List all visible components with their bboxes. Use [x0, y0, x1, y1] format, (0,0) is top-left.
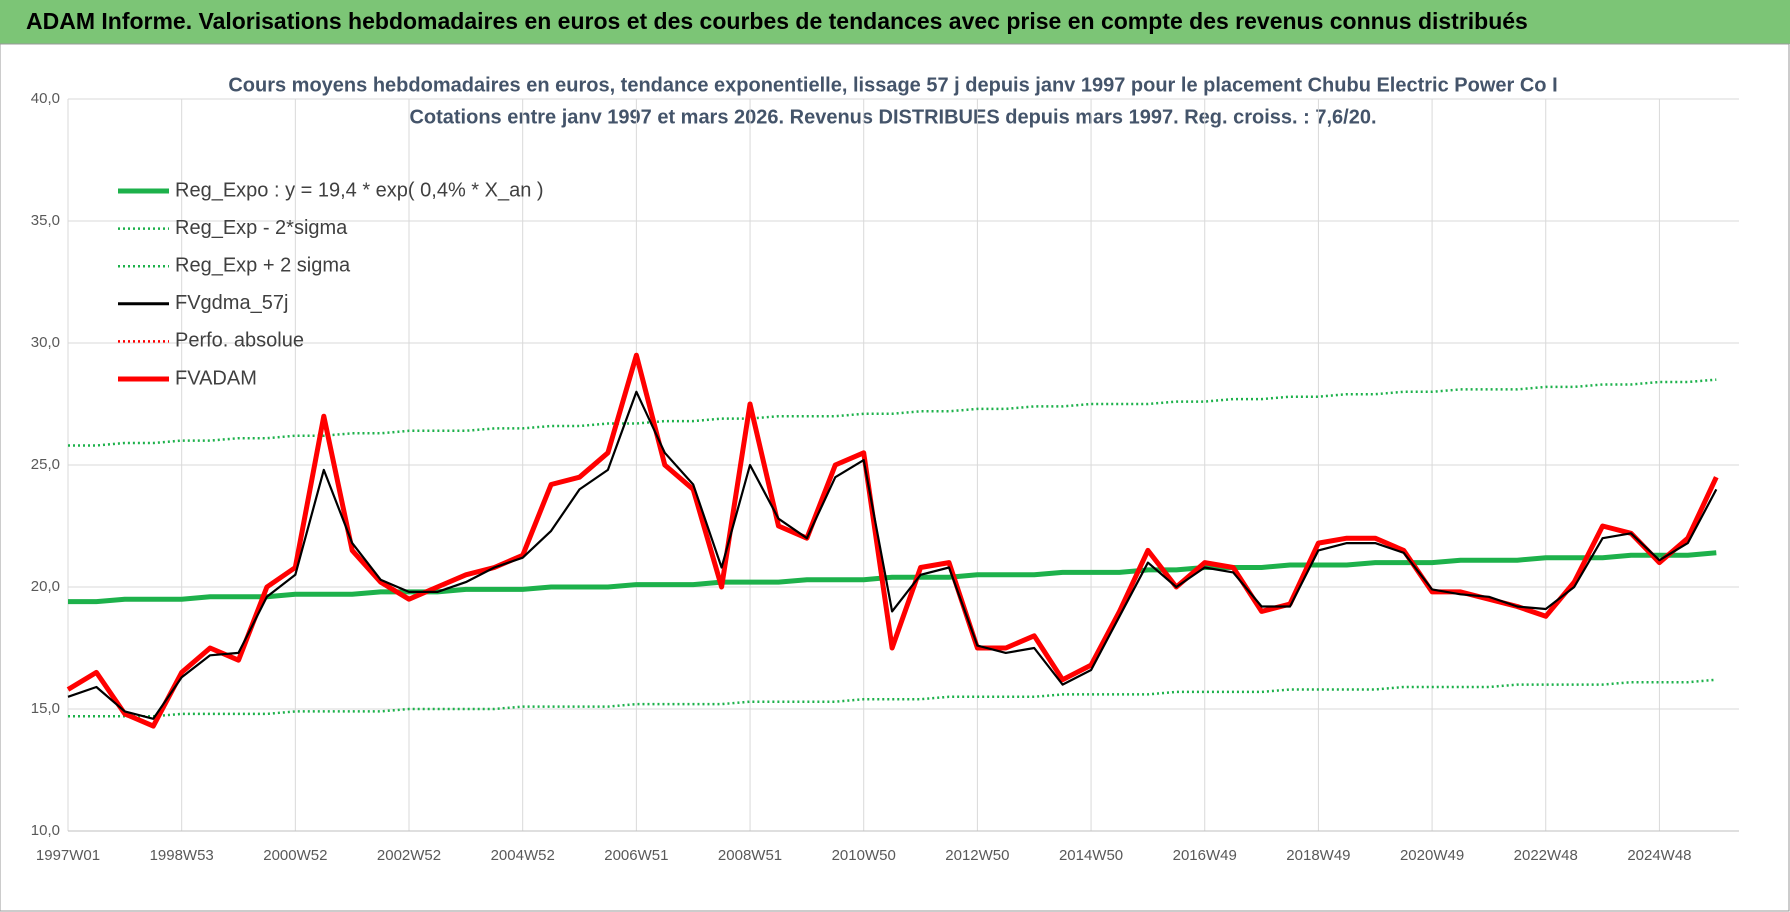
legend-label: Reg_Exp - 2*sigma — [175, 217, 348, 239]
y-tick-label: 25,0 — [31, 456, 60, 473]
y-tick-label: 30,0 — [31, 334, 60, 351]
x-tick-label: 2004W52 — [491, 847, 555, 864]
x-tick-label: 2024W48 — [1627, 847, 1691, 864]
x-tick-label: 1997W01 — [36, 847, 100, 864]
x-tick-label: 2020W49 — [1400, 847, 1464, 864]
legend-label: FVADAM — [175, 367, 257, 389]
legend-label: Reg_Expo : y = 19,4 * exp( 0,4% * X_an ) — [175, 179, 544, 201]
x-tick-label: 2000W52 — [263, 847, 327, 864]
series-line — [68, 550, 1717, 605]
header-title: ADAM Informe. Valorisations hebdomadaire… — [26, 8, 1528, 34]
y-tick-label: 10,0 — [31, 822, 60, 839]
x-tick-label: 2010W50 — [832, 847, 896, 864]
x-tick-label: 2018W49 — [1286, 847, 1350, 864]
legend-label: FVgdma_57j — [175, 292, 288, 314]
x-tick-label: 2016W49 — [1173, 847, 1237, 864]
x-tick-label: 2008W51 — [718, 847, 782, 864]
x-tick-label: 2014W50 — [1059, 847, 1123, 864]
chart-subtitle: Cotations entre janv 1997 et mars 2026. … — [409, 106, 1376, 128]
chart-title: Cours moyens hebdomadaires en euros, ten… — [228, 74, 1557, 96]
x-tick-label: 2006W51 — [604, 847, 668, 864]
chart-frame — [0, 43, 1790, 912]
series-line — [68, 378, 1717, 447]
y-tick-label: 40,0 — [31, 90, 60, 107]
x-tick-label: 2012W50 — [945, 847, 1009, 864]
x-tick-label: 2022W48 — [1514, 847, 1578, 864]
y-tick-label: 15,0 — [31, 700, 60, 717]
x-tick-label: 1998W53 — [150, 847, 214, 864]
series-line — [67, 390, 1718, 720]
legend-label: Reg_Exp + 2 sigma — [175, 254, 351, 276]
y-tick-label: 35,0 — [31, 212, 60, 229]
legend-label: Perfo. absolue — [175, 330, 304, 352]
y-tick-label: 20,0 — [31, 578, 60, 595]
header-band — [0, 0, 1790, 44]
x-tick-label: 2002W52 — [377, 847, 441, 864]
